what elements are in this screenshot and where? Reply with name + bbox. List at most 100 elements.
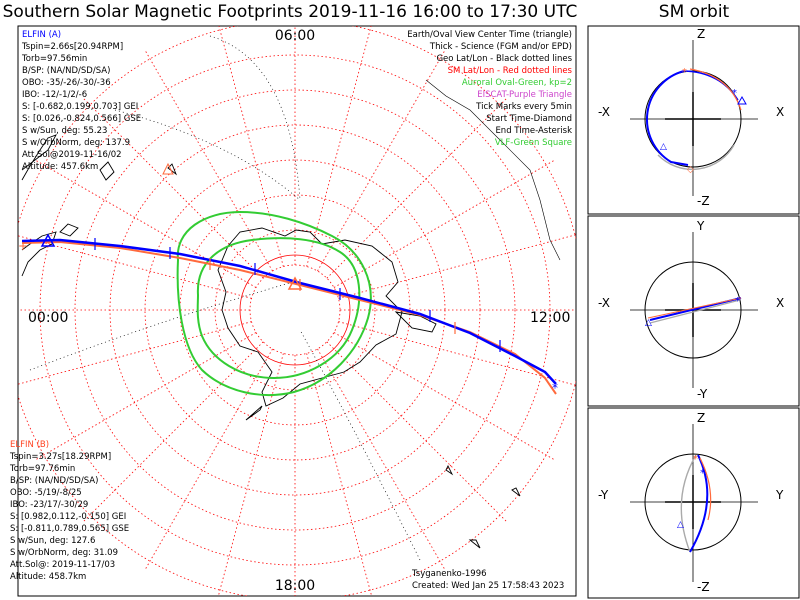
page-title: Southern Solar Magnetic Footprints 2019-…: [2, 2, 578, 22]
sm-lon-line: [306, 353, 373, 596]
sm-lat-circle: [74, 89, 516, 531]
legend-item: EISCAT-Purple Triangle: [477, 90, 572, 100]
sm-lon-line: [306, 26, 372, 267]
probe-b-line: IBO: -23/17/-30/29: [10, 500, 88, 510]
probe-b-name: ELFIN (B): [10, 440, 49, 450]
probe-a-line: Torb=97.56min: [21, 54, 87, 64]
axis-label: Z: [697, 27, 705, 41]
legend-item: VLF-Green Square: [495, 138, 572, 148]
probe-a-line: S: [-0.682,0.199,0.703] GEI: [22, 102, 138, 112]
sm-lon-line: [18, 321, 252, 385]
svg-text:*: *: [682, 67, 687, 78]
legend-item: Thick - Science (FGM and/or EPD): [429, 42, 572, 52]
axis-label: -Z: [697, 580, 710, 594]
probe-b-info: ELFIN (B) Tspin=3.27s[18.29RPM] Torb=97.…: [9, 440, 129, 582]
sm-lon-line: [333, 332, 556, 461]
svg-text:*: *: [735, 296, 740, 307]
mlt-label-bottom: 18:00: [275, 578, 315, 594]
sm-lat-circle: [39, 54, 551, 566]
sm-lon-line: [82, 97, 264, 279]
legend-item: End Time-Asterisk: [495, 126, 572, 136]
svg-text:△: △: [660, 142, 667, 152]
sm-lon-line: [338, 321, 576, 386]
probe-a-line: S w/OrbNorm, deg: 137.9: [22, 138, 130, 148]
probe-a-line: B/SP: (NA/ND/SD/SA): [22, 66, 110, 76]
sm-lon-line: [144, 49, 273, 272]
svg-text:◇: ◇: [687, 165, 694, 175]
probe-b-view-triangle: [287, 276, 303, 290]
legend-item: Earth/Oval View Center Time (triangle): [407, 30, 572, 40]
probe-b-line: S w/Sun, deg: 127.6: [10, 536, 95, 546]
probe-b-line: Tspin=3.27s[18.29RPM]: [9, 452, 111, 462]
sm-lon-line: [82, 341, 264, 523]
orbit-panel-title: SM orbit: [658, 2, 730, 22]
probe-a-line: S: [0.026,-0.824,0.566] GSE: [22, 114, 141, 124]
axis-label: -X: [598, 296, 610, 310]
legend-item: Auroral Oval-Green, kp=2: [462, 78, 572, 88]
probe-b-line: B/SP: (NA/ND/SD/SA): [10, 476, 98, 486]
probe-b-line: S w/OrbNorm, deg: 31.09: [10, 548, 118, 558]
sm-lon-line: [326, 97, 508, 279]
legend-item: Tick Marks every 5min: [475, 102, 572, 112]
probe-a-name: ELFIN (A): [22, 30, 61, 40]
antarctica-coastline: [217, 227, 437, 421]
sm-lon-line: [34, 332, 257, 461]
created-timestamp: Created: Wed Jan 25 17:58:43 2023: [412, 581, 564, 591]
orbit-panel-yz: * * △ Z -Z -Y Y: [598, 411, 784, 594]
map-frame: [17, 25, 577, 597]
probe-b-line: Torb=97.76min: [9, 464, 75, 474]
sm-lon-line: [333, 159, 556, 288]
sm-lon-line: [317, 348, 446, 571]
sm-lat-circle: [214, 229, 376, 391]
mlt-label-right: 12:00: [530, 310, 570, 326]
eiscat-triangle: [162, 162, 174, 175]
sm-pole-circle: [239, 254, 351, 366]
geo-latlon-grid: [29, 35, 421, 561]
axis-label: Y: [775, 488, 784, 502]
probe-b-line: Altitude: 458.7km: [10, 572, 86, 582]
svg-text:*: *: [693, 454, 698, 465]
axis-label: X: [776, 296, 784, 310]
svg-text:△: △: [645, 318, 652, 328]
orbit-panel-xy: * △ Y -Y -X X: [598, 219, 784, 401]
probe-a-line: Att.Sol@2019-11-16/02: [22, 150, 122, 160]
probe-a-view-triangle: [40, 233, 56, 247]
end-asterisk-a: *: [552, 381, 558, 395]
legend-item: Geo Lat/Lon - Black dotted lines: [436, 54, 572, 64]
probe-a-info: ELFIN (A) Tspin=2.66s[20.94RPM] Torb=97.…: [21, 30, 141, 172]
sm-lon-line: [326, 341, 508, 523]
svg-text:△: △: [677, 520, 684, 530]
axis-label: X: [776, 105, 784, 119]
probe-a-line: IBO: -12/-1/2/-6: [22, 90, 87, 100]
probe-a-track: [21, 238, 557, 385]
probe-a-line: OBO: -35/-26/-30/-36: [22, 78, 111, 88]
axis-label: -Y: [697, 387, 708, 401]
axis-label: Z: [697, 411, 705, 425]
legend-item: SM Lat/Lon - Red dotted lines: [448, 66, 573, 76]
legend: Earth/Oval View Center Time (triangle) T…: [407, 30, 572, 148]
axis-label: Y: [696, 219, 705, 233]
probe-b-line: Att.Sol@: 2019-11-17/03: [10, 560, 115, 570]
sm-lon-line: [338, 234, 576, 299]
sm-lon-line: [217, 353, 284, 596]
probe-b-line: S: [0.982,0.112,-0.150] GEI: [10, 512, 126, 522]
mlt-label-left: 00:00: [28, 310, 68, 326]
sm-lon-line: [218, 26, 284, 267]
axis-label: -Z: [697, 194, 710, 208]
legend-item: Start Time-Diamond: [486, 114, 572, 124]
track-tick-marks: [94, 238, 501, 352]
sm-lon-line: [317, 49, 446, 272]
probe-a-line: S w/Sun, deg: 55.23: [22, 126, 107, 136]
start-marker-b: +: [18, 239, 28, 253]
probe-b-line: S: [-0.811,0.789,0.565] GSE: [10, 524, 129, 534]
probe-a-line: Altitude: 457.6km: [22, 162, 98, 172]
orbit-frame-xy: [587, 215, 800, 407]
orbit-panel-xz: * * △ ◇ Z -Z -X X: [598, 27, 784, 208]
sm-lon-line: [144, 348, 273, 571]
svg-text:*: *: [700, 468, 705, 479]
svg-text:*: *: [732, 88, 737, 99]
sm-latlon-grid: [18, 26, 576, 596]
axis-label: -Y: [598, 488, 609, 502]
model-credit: Tsyganenko-1996: [411, 569, 487, 579]
